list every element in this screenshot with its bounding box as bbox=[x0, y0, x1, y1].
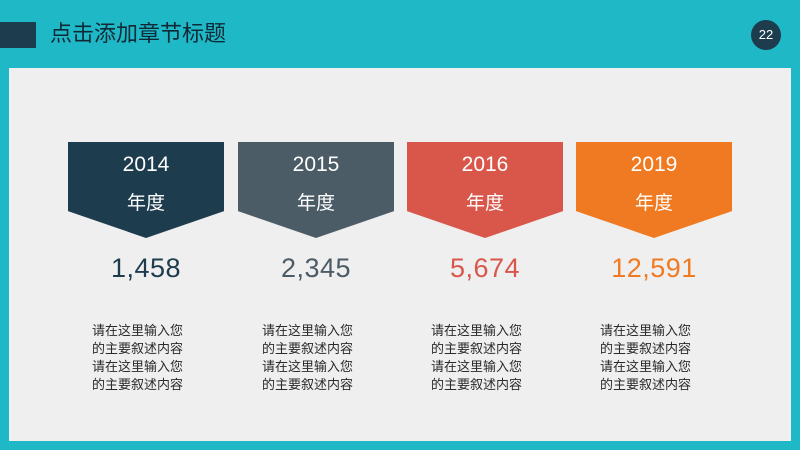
card-description[interactable]: 请在这里输入您 的主要叙述内容 请在这里输入您 的主要叙述内容 bbox=[431, 323, 523, 392]
banner-label: 年度 bbox=[296, 193, 335, 214]
card-description[interactable]: 请在这里输入您 的主要叙述内容 请在这里输入您 的主要叙述内容 bbox=[262, 323, 354, 392]
year-banner: 2015 年度 bbox=[238, 142, 394, 238]
section-title[interactable]: 点击添加章节标题 bbox=[50, 21, 227, 46]
card-value: 12,591 bbox=[611, 253, 697, 283]
year-banner: 2016 年度 bbox=[407, 142, 563, 238]
header-accent-bar bbox=[0, 22, 36, 48]
content-panel: 2014 年度 1,458 请在这里输入您 的主要叙述内容 请在这里输入您 的主… bbox=[9, 68, 791, 441]
banner-year: 2019 bbox=[630, 153, 678, 176]
card-value: 2,345 bbox=[280, 253, 352, 283]
page-number-badge: 22 bbox=[751, 20, 781, 50]
banner-year: 2015 bbox=[292, 153, 340, 176]
banner-label: 年度 bbox=[634, 193, 673, 214]
card-value: 1,458 bbox=[110, 253, 182, 283]
card-value: 5,674 bbox=[449, 253, 521, 283]
banner-label: 年度 bbox=[465, 193, 504, 214]
card-description[interactable]: 请在这里输入您 的主要叙述内容 请在这里输入您 的主要叙述内容 bbox=[600, 323, 692, 392]
card-description[interactable]: 请在这里输入您 的主要叙述内容 请在这里输入您 的主要叙述内容 bbox=[92, 323, 184, 392]
banner-label: 年度 bbox=[126, 193, 165, 214]
banner-year: 2016 bbox=[461, 153, 509, 176]
banner-year: 2014 bbox=[122, 153, 170, 176]
slide-header: 点击添加章节标题 22 bbox=[0, 0, 800, 68]
year-banner: 2019 年度 bbox=[576, 142, 732, 238]
year-banner: 2014 年度 bbox=[68, 142, 224, 238]
